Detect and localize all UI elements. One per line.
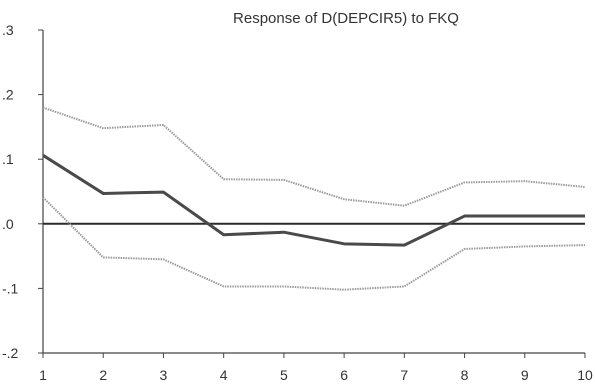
y-tick-label: .0 <box>2 216 14 232</box>
y-tick-label: -.1 <box>2 280 19 296</box>
x-tick-label: 10 <box>577 367 593 383</box>
x-tick-label: 8 <box>461 367 469 383</box>
x-tick-label: 3 <box>160 367 168 383</box>
tick-labels: .3 .2 .1 .0 -.1 -.2 1 2 3 4 5 6 7 8 9 10 <box>2 22 593 383</box>
x-tick-label: 9 <box>521 367 529 383</box>
x-tick-label: 5 <box>280 367 288 383</box>
x-tick-label: 1 <box>39 367 47 383</box>
series-line-lower-band <box>42 196 586 291</box>
x-tick-label: 2 <box>99 367 107 383</box>
y-tick-label: .2 <box>2 87 14 103</box>
series-layer <box>42 106 586 291</box>
chart-title: Response of D(DEPCIR5) to FKQ <box>233 10 459 27</box>
x-tick-label: 7 <box>400 367 408 383</box>
series-line-upper-band <box>42 106 586 207</box>
axes <box>38 29 586 358</box>
x-tick-label: 4 <box>220 367 228 383</box>
series-line-response <box>42 154 585 247</box>
y-tick-label: -.2 <box>2 345 19 361</box>
x-tick-label: 6 <box>340 367 348 383</box>
y-tick-label: .1 <box>2 151 14 167</box>
y-tick-label: .3 <box>2 22 14 38</box>
